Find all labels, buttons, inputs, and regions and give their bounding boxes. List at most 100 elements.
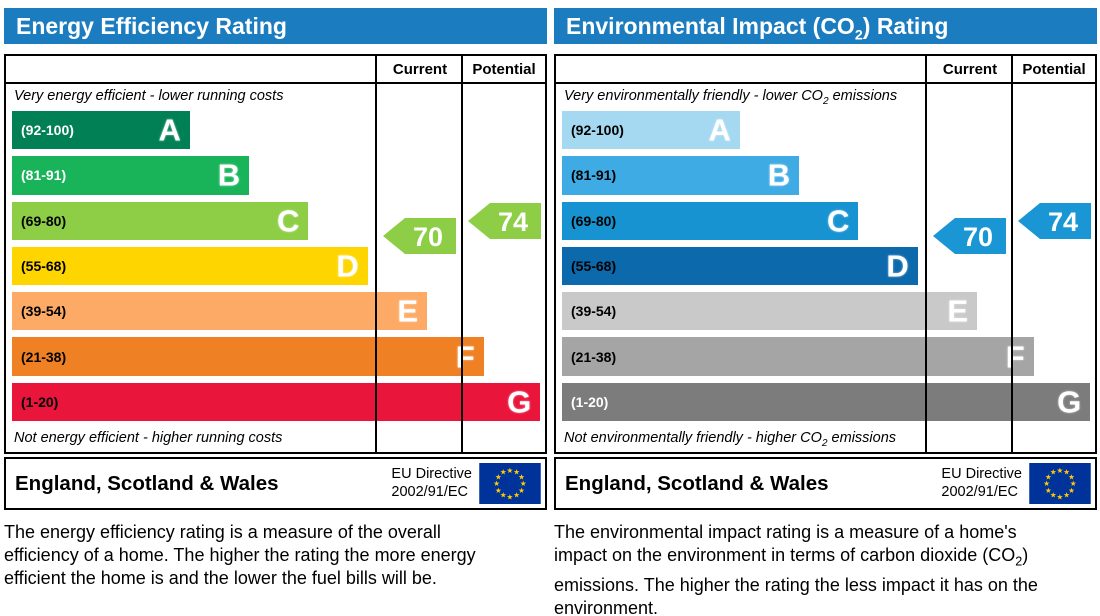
current-rating-arrow: 70: [933, 218, 1006, 255]
band-letter: B: [217, 157, 241, 193]
bottom-note: Not environmentally friendly - higher CO…: [556, 425, 1095, 450]
band-row: (55-68) D: [556, 244, 1095, 289]
band-row: (21-38) F: [6, 334, 545, 379]
svg-text:★: ★: [507, 492, 514, 501]
band-letter: F: [1005, 339, 1025, 375]
svg-text:★: ★: [507, 466, 514, 475]
band-row: (69-80) C: [556, 199, 1095, 244]
panel-title-subscript: 2: [854, 27, 863, 44]
band-row: (81-91) B: [6, 153, 545, 198]
band-range-label: (81-91): [21, 167, 67, 184]
rating-table: Current Potential Very environmentally f…: [554, 54, 1097, 454]
panel-description: The environmental impact rating is a mea…: [554, 521, 1070, 616]
bottom-note-text-end: emissions: [827, 430, 897, 446]
potential-rating-arrow-wrap: 74: [466, 202, 542, 240]
bottom-note-text: Not environmentally friendly - higher CO: [564, 430, 822, 446]
svg-text:★: ★: [1068, 486, 1075, 495]
band-row: (92-100) A: [556, 108, 1095, 153]
band-letter: E: [947, 293, 969, 329]
band-bar-g: (1-20) G: [12, 382, 541, 421]
svg-text:74: 74: [1048, 207, 1078, 237]
svg-text:★: ★: [518, 486, 525, 495]
svg-text:★: ★: [1045, 473, 1052, 482]
band-range-label: (92-100): [21, 122, 74, 139]
band-bar-d: (55-68) D: [562, 246, 918, 286]
eu-directive-line2: 2002/91/EC: [941, 483, 1019, 500]
bottom-note-text: Not energy efficient - higher running co…: [14, 430, 283, 446]
band-range-label: (69-80): [571, 212, 617, 229]
svg-text:★: ★: [500, 491, 507, 500]
band-letter: D: [336, 248, 359, 284]
svg-text:★: ★: [1068, 473, 1075, 482]
header-empty-cell: [556, 56, 927, 82]
band-row: (55-68) D: [6, 244, 545, 289]
eu-directive-line1: EU Directive: [941, 466, 1022, 483]
svg-text:★: ★: [1043, 479, 1050, 488]
band-bar-a: (92-100) A: [12, 111, 190, 150]
svg-text:★: ★: [520, 479, 527, 488]
description-text: The energy efficiency rating is a measur…: [4, 522, 476, 588]
svg-text:★: ★: [500, 468, 507, 477]
band-row: (69-80) C: [6, 199, 545, 244]
band-letter: G: [1057, 384, 1082, 420]
band-bar-g: (1-20) G: [562, 382, 1091, 421]
band-bar-c: (69-80) C: [562, 201, 859, 240]
description-subscript: 2: [1015, 554, 1023, 569]
svg-text:★: ★: [1063, 491, 1070, 500]
svg-text:70: 70: [963, 222, 993, 252]
band-bar-d: (55-68) D: [12, 246, 368, 286]
environmental-impact-panel: Environmental Impact (CO2) Rating Curren…: [554, 8, 1097, 616]
panel-title-text: Energy Efficiency Rating: [16, 13, 287, 39]
top-note-text-end: emissions: [828, 88, 898, 104]
band-bar-b: (81-91) B: [562, 156, 800, 195]
svg-text:★: ★: [513, 491, 520, 500]
bands-area: (92-100) A (81-91) B (69-80) C (55-68) D (39-54)…: [556, 108, 1095, 425]
band-range-label: (69-80): [21, 212, 67, 229]
svg-text:★: ★: [495, 473, 502, 482]
band-bar-e: (39-54) E: [12, 292, 428, 331]
svg-text:★: ★: [1050, 468, 1057, 477]
region-label: England, Scotland & Wales: [15, 471, 279, 495]
svg-text:★: ★: [1070, 479, 1077, 488]
band-range-label: (39-54): [571, 303, 617, 320]
current-rating-arrow: 70: [383, 218, 456, 255]
bottom-note: Not energy efficient - higher running co…: [6, 425, 545, 450]
top-note: Very energy efficient - lower running co…: [6, 84, 545, 108]
band-letter: F: [455, 339, 475, 375]
current-column-header: Current: [942, 60, 998, 78]
rating-table: Current Potential Very energy efficient …: [4, 54, 547, 454]
band-range-label: (81-91): [571, 167, 617, 184]
column-divider: [925, 56, 927, 452]
svg-text:★: ★: [513, 468, 520, 477]
column-divider: [375, 56, 377, 452]
band-bar-f: (21-38) F: [562, 337, 1034, 376]
band-row: (39-54) E: [556, 289, 1095, 334]
band-range-label: (21-38): [21, 348, 67, 365]
potential-rating-arrow: 74: [1018, 203, 1091, 240]
current-column-header: Current: [392, 60, 448, 78]
description-text: The environmental impact rating is a mea…: [554, 522, 1017, 565]
eu-flag-icon: ★ ★★★★★★★★★★★: [1029, 463, 1091, 504]
band-range-label: (92-100): [571, 122, 624, 139]
table-body: Very environmentally friendly - lower CO…: [556, 84, 1095, 450]
band-letter: C: [277, 203, 300, 239]
svg-text:★: ★: [1050, 491, 1057, 500]
band-bar-e: (39-54) E: [562, 292, 978, 331]
eu-directive-label: EU Directive 2002/91/EC: [391, 466, 479, 500]
svg-text:★: ★: [1063, 468, 1070, 477]
band-row: (92-100) A: [6, 108, 545, 153]
band-range-label: (39-54): [21, 303, 67, 320]
current-rating-arrow-wrap: 70: [381, 217, 457, 255]
column-divider: [1011, 56, 1013, 452]
header-empty-cell: [6, 56, 377, 82]
band-range-label: (55-68): [21, 257, 67, 274]
eu-directive-label: EU Directive 2002/91/EC: [941, 466, 1029, 500]
band-row: (1-20) G: [556, 380, 1095, 425]
panel-title-text-end: ) Rating: [862, 13, 949, 39]
band-range-label: (55-68): [571, 257, 617, 274]
potential-rating-arrow: 74: [468, 203, 541, 240]
top-note-text: Very environmentally friendly - lower CO: [564, 88, 823, 104]
table-header: Current Potential: [556, 56, 1095, 84]
band-letter: C: [827, 203, 850, 239]
